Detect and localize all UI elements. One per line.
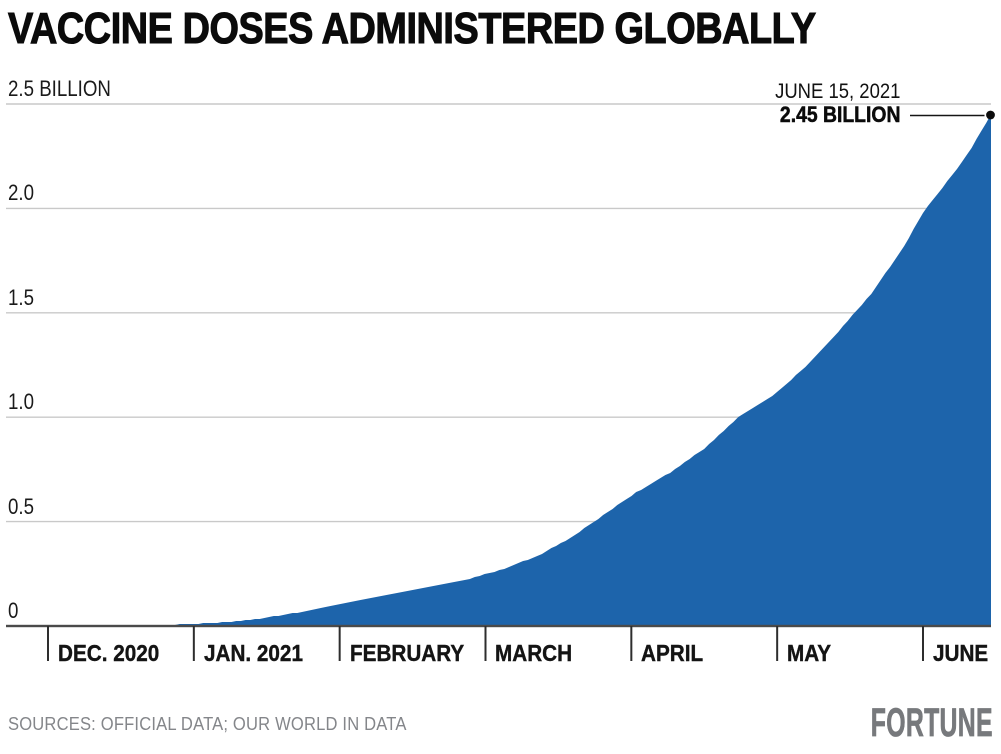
- sources-note: SOURCES: OFFICIAL DATA; OUR WORLD IN DAT…: [8, 714, 407, 734]
- y-axis-label: 1.5: [8, 284, 35, 310]
- x-axis-tick: [192, 626, 195, 661]
- end-point-annotation: JUNE 15, 2021 2.45 BILLION: [774, 80, 901, 127]
- fortune-logo: FORTUNE: [870, 701, 993, 746]
- month-label: JUNE: [932, 640, 989, 666]
- x-axis-tick: [47, 626, 49, 661]
- y-axis-label: 2.0: [8, 180, 35, 206]
- area-series: [48, 114, 992, 626]
- x-axis-line: [6, 624, 991, 628]
- month-label: FEBRUARY: [349, 640, 464, 666]
- x-axis-tick: [338, 626, 341, 661]
- y-axis-label: 0.5: [8, 493, 35, 519]
- y-axis-label: 2.5 BILLION: [8, 76, 111, 101]
- annotation-date-label: JUNE 15, 2021: [774, 80, 900, 103]
- end-point-dot: [986, 110, 995, 120]
- x-axis-tick: [630, 626, 633, 661]
- chart-title: VACCINE DOSES ADMINISTERED GLOBALLY: [8, 3, 817, 53]
- month-label: MAY: [787, 640, 832, 666]
- month-label: DEC. 2020: [58, 640, 160, 666]
- annotation-value-label: 2.45 BILLION: [779, 102, 900, 127]
- x-axis-tick: [484, 626, 487, 661]
- x-axis-tick: [776, 626, 779, 661]
- month-label: APRIL: [641, 640, 704, 666]
- y-axis-label: 1.0: [8, 389, 35, 415]
- y-axis-label: 0: [8, 598, 19, 623]
- x-axis-tick: [921, 626, 924, 661]
- month-label: JAN. 2021: [203, 640, 303, 666]
- month-label: MARCH: [495, 640, 573, 666]
